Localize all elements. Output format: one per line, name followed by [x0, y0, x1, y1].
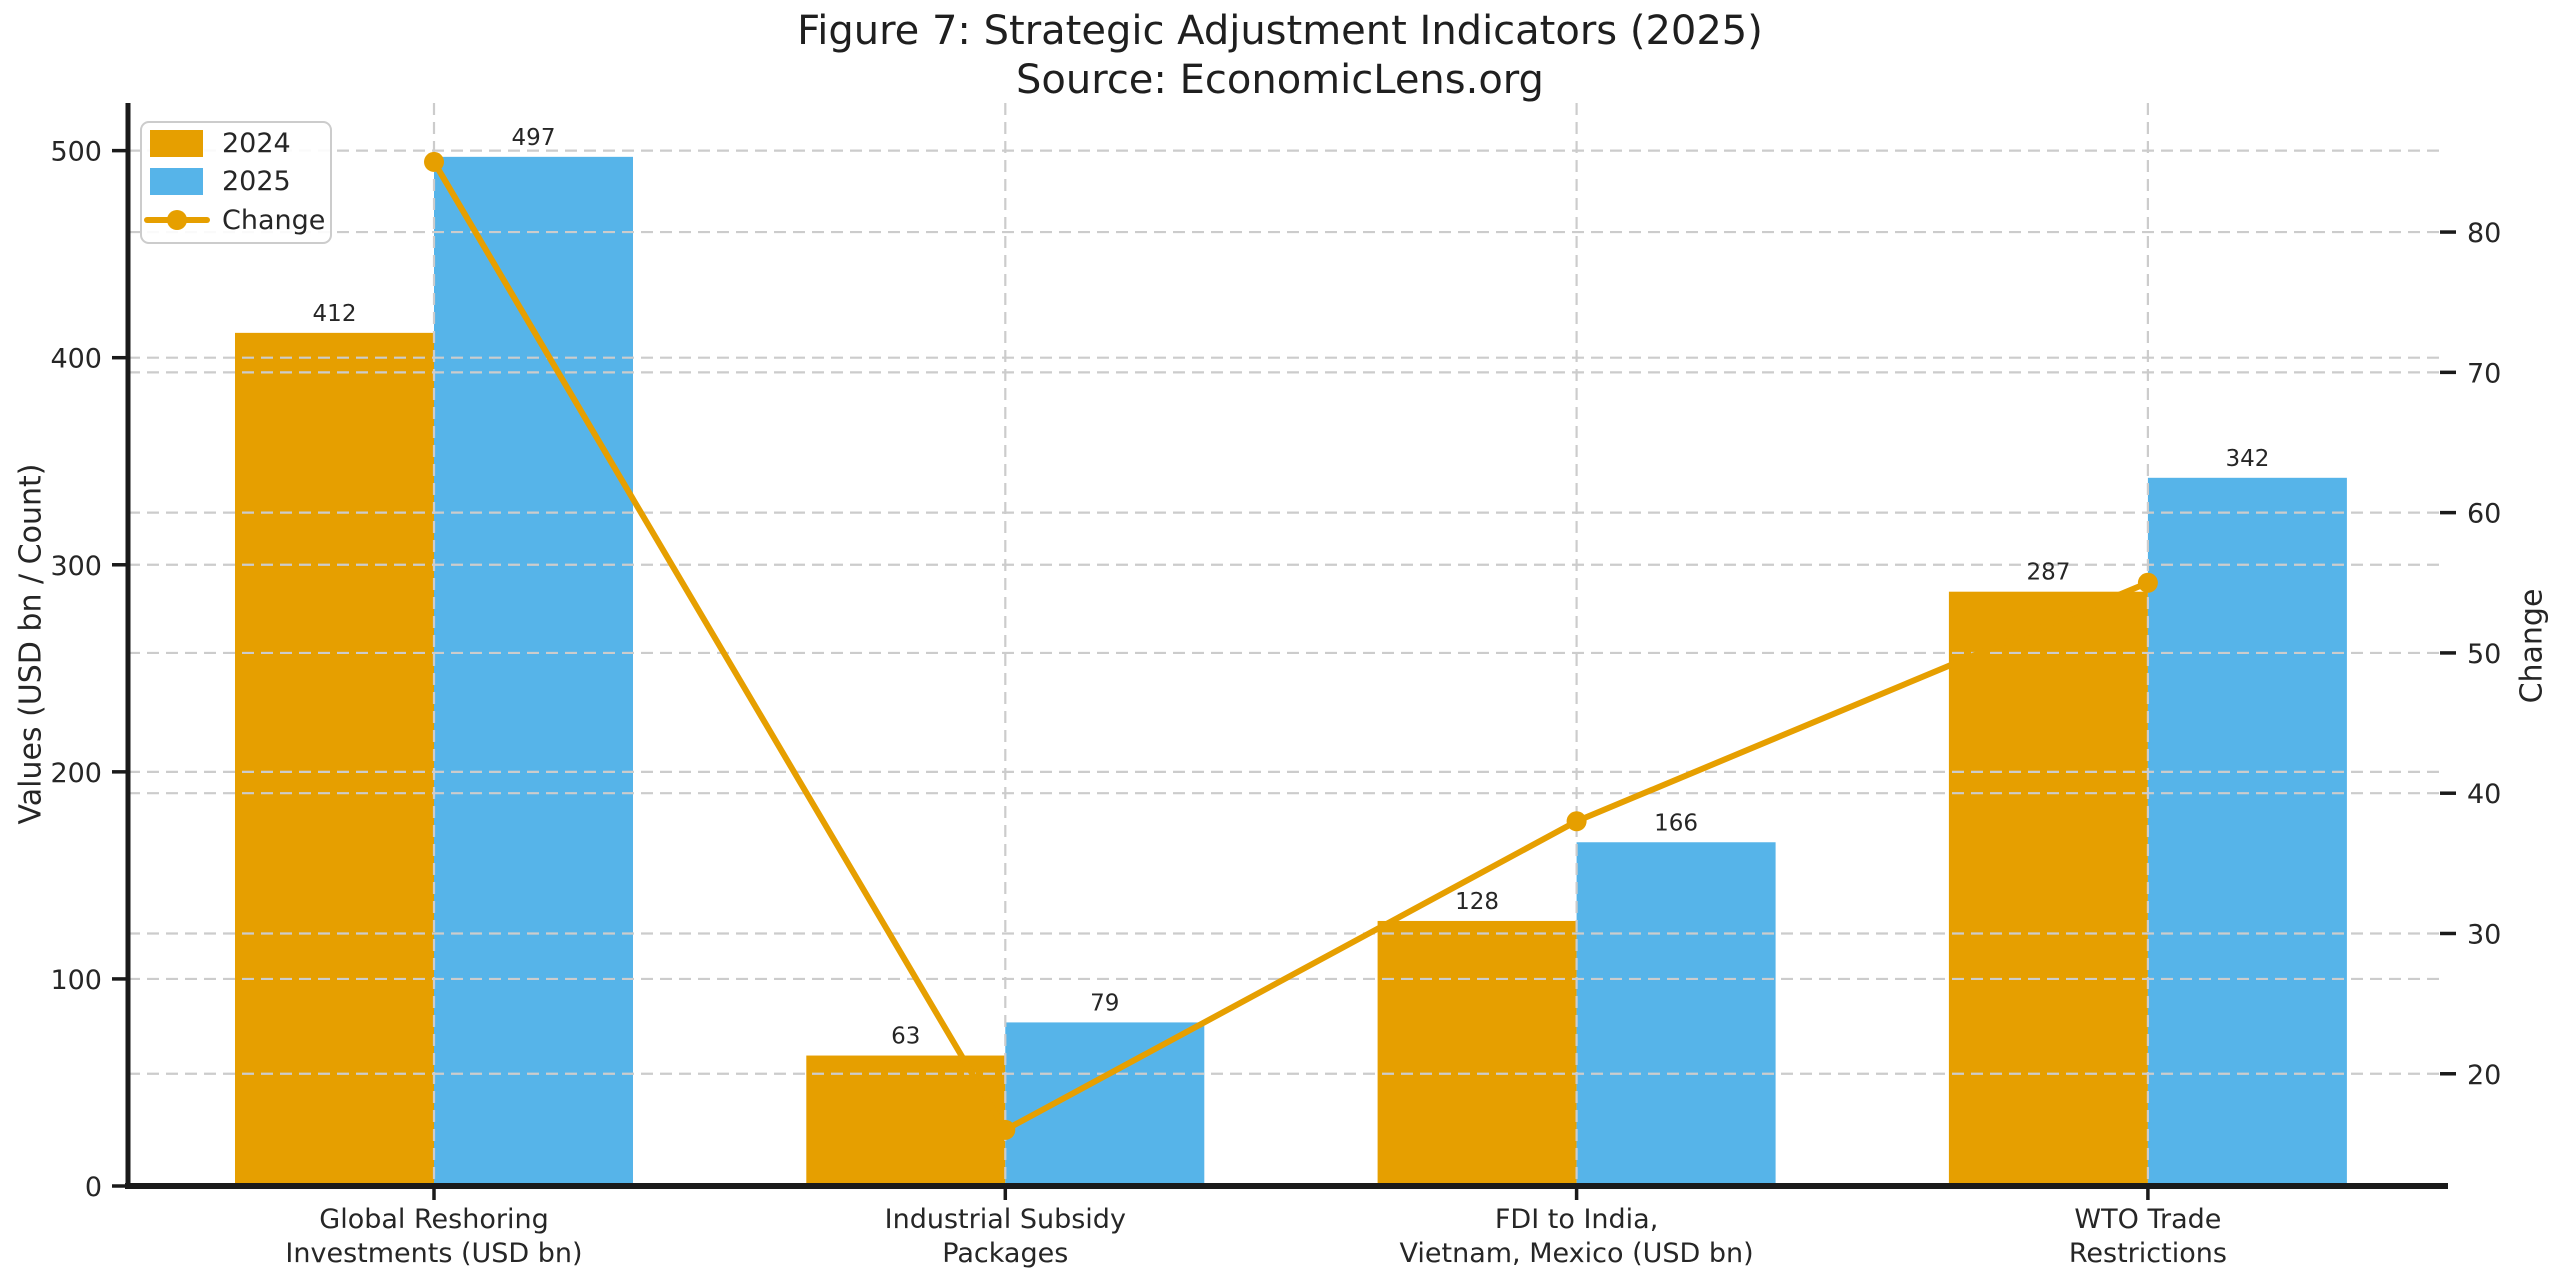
category-label-1-line0: Industrial Subsidy — [885, 1204, 1126, 1235]
bar-value-label-2025-cat0: 497 — [512, 125, 556, 151]
change-marker-cat1 — [995, 1119, 1016, 1140]
right-tick-label-70: 70 — [2467, 358, 2501, 389]
right-tick-label-80: 80 — [2467, 218, 2501, 249]
legend-label-Change: Change — [222, 205, 325, 236]
right-tick-label-50: 50 — [2467, 639, 2501, 670]
bar-value-label-2025-cat1: 79 — [1090, 990, 1119, 1016]
left-tick-label-300: 300 — [50, 551, 102, 582]
right-tick-label-30: 30 — [2467, 919, 2501, 950]
bar-value-label-2025-cat2: 166 — [1654, 810, 1698, 836]
bar-value-label-2024-cat3: 287 — [2026, 560, 2070, 586]
right-tick-label-60: 60 — [2467, 499, 2501, 530]
bar-value-label-2025-cat3: 342 — [2225, 446, 2269, 472]
category-label-3-line0: WTO Trade — [2074, 1204, 2221, 1235]
bar-value-label-2024-cat1: 63 — [891, 1024, 920, 1050]
bar-2025-cat0 — [434, 156, 633, 1187]
change-marker-cat3 — [2137, 572, 2158, 593]
change-marker-cat2 — [1566, 811, 1587, 832]
category-label-0-line0: Global Reshoring — [319, 1204, 548, 1235]
legend-swatch-2024 — [150, 130, 203, 157]
legend-swatch-2025 — [150, 168, 203, 195]
left-tick-label-100: 100 — [50, 965, 102, 996]
bar-2024-cat3 — [1948, 591, 2148, 1186]
right-tick-label-20: 20 — [2467, 1060, 2501, 1091]
chart-title-line2: Source: EconomicLens.org — [1016, 57, 1544, 103]
bar-2025-cat1 — [1005, 1022, 1205, 1186]
category-label-1-line1: Packages — [942, 1238, 1068, 1269]
legend-marker-sample — [167, 210, 187, 230]
right-tick-label-40: 40 — [2467, 779, 2501, 810]
category-label-2-line1: Vietnam, Mexico (USD bn) — [1400, 1238, 1754, 1269]
chart-title-line1: Figure 7: Strategic Adjustment Indicator… — [797, 8, 1763, 54]
left-tick-label-500: 500 — [50, 137, 102, 168]
category-label-0-line1: Investments (USD bn) — [285, 1238, 582, 1269]
category-label-3-line1: Restrictions — [2069, 1238, 2227, 1269]
change-marker-cat0 — [424, 151, 444, 172]
left-tick-label-200: 200 — [50, 758, 102, 789]
left-tick-label-0: 0 — [85, 1172, 102, 1203]
category-label-2-line0: FDI to India, — [1495, 1204, 1658, 1235]
legend-label-2025: 2025 — [222, 166, 291, 197]
change-line — [431, 158, 2151, 1133]
bar-value-label-2024-cat2: 128 — [1455, 889, 1499, 915]
bar-2025-cat2 — [1576, 842, 1776, 1186]
bar-2025-cat3 — [2147, 477, 2347, 1187]
left-axis-label: Values (USD bn / Count) — [13, 463, 49, 825]
bar-2024-cat0 — [235, 332, 434, 1186]
left-tick-label-400: 400 — [50, 344, 102, 375]
legend-label-2024: 2024 — [222, 128, 291, 159]
bar-2024-cat2 — [1377, 920, 1577, 1186]
right-axis-label: Change — [2514, 588, 2550, 704]
bar-value-label-2024-cat0: 412 — [313, 301, 357, 327]
chart-title: Figure 7: Strategic Adjustment Indicator… — [0, 7, 2560, 105]
